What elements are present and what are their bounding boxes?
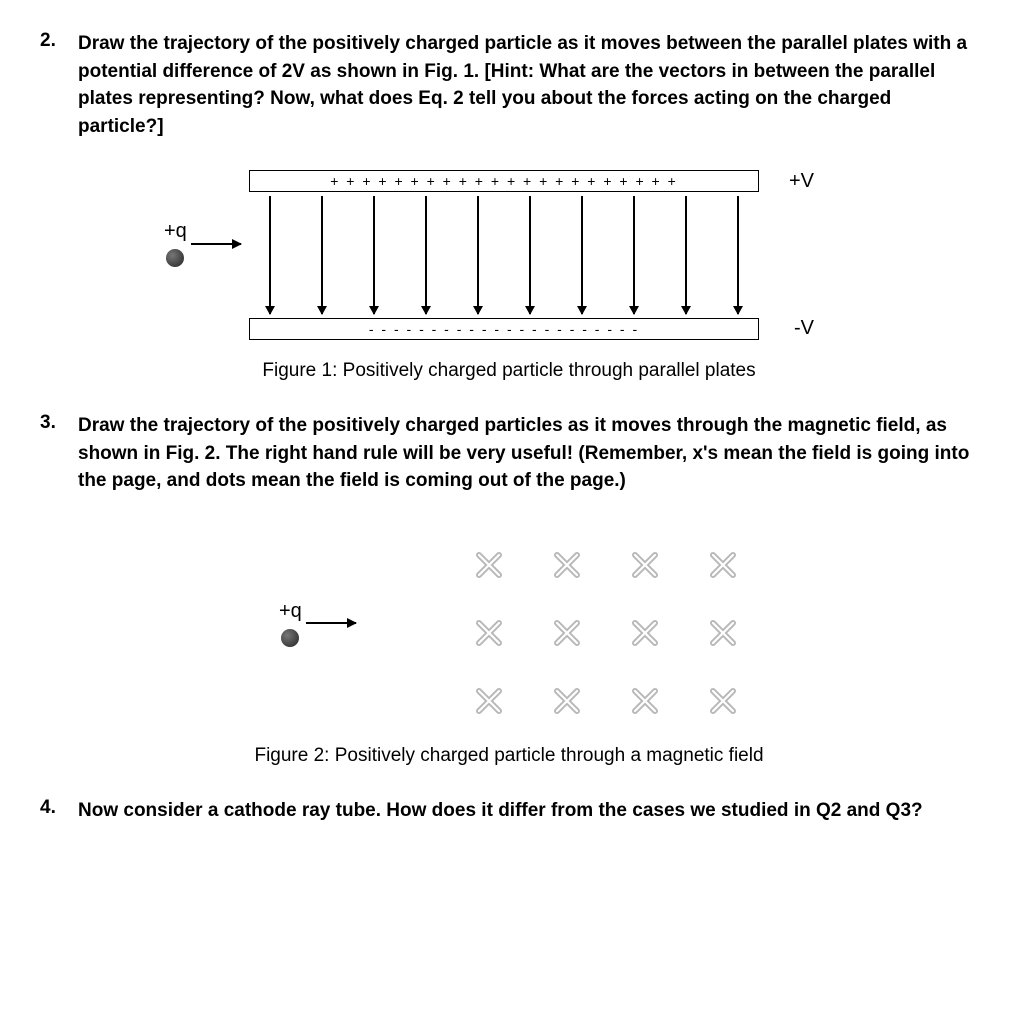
question-2: 2. Draw the trajectory of the positively… [40, 30, 978, 140]
top-voltage-label: +V [789, 170, 814, 193]
x-into-page-icon [630, 618, 660, 648]
question-3-text: Draw the trajectory of the positively ch… [78, 412, 978, 495]
x-into-page-icon [630, 550, 660, 580]
question-4-text: Now consider a cathode ray tube. How doe… [78, 797, 923, 825]
figure-2-diagram: +q [229, 525, 789, 725]
x-into-page-icon [474, 550, 504, 580]
x-into-page-icon [552, 618, 582, 648]
bottom-plate-charges: - - - - - - - - - - - - - - - - - - - - … [369, 321, 639, 337]
x-into-page-icon [630, 686, 660, 716]
field-arrow [269, 196, 271, 314]
field-arrow [529, 196, 531, 314]
particle-2-label: +q [279, 600, 302, 623]
field-arrow [321, 196, 323, 314]
figure-1-diagram: + + + + + + + + + + + + + + + + + + + + … [149, 170, 869, 340]
field-arrow [581, 196, 583, 314]
figure-1: + + + + + + + + + + + + + + + + + + + + … [40, 170, 978, 382]
field-arrow [477, 196, 479, 314]
particle-1: +q [164, 220, 241, 267]
particle-1-dot [166, 249, 184, 267]
top-plate-charges: + + + + + + + + + + + + + + + + + + + + … [330, 173, 678, 189]
x-into-page-icon [552, 686, 582, 716]
x-into-page-icon [708, 550, 738, 580]
x-into-page-icon [708, 686, 738, 716]
question-4: 4. Now consider a cathode ray tube. How … [40, 797, 978, 825]
particle-2-velocity-arrow [306, 622, 356, 624]
particle-1-label: +q [164, 220, 187, 243]
field-arrow [425, 196, 427, 314]
x-into-page-icon [474, 686, 504, 716]
figure-2: +q Figure 2: Positively charged particle… [40, 525, 978, 767]
x-into-page-icon [474, 618, 504, 648]
field-arrow [373, 196, 375, 314]
bottom-voltage-label: -V [794, 317, 814, 340]
question-4-number: 4. [40, 797, 78, 825]
question-3-number: 3. [40, 412, 78, 495]
x-into-page-icon [708, 618, 738, 648]
field-arrow [633, 196, 635, 314]
question-2-text: Draw the trajectory of the positively ch… [78, 30, 978, 140]
particle-2-dot [281, 629, 299, 647]
particle-2: +q [279, 600, 356, 647]
x-into-page-icon [552, 550, 582, 580]
particle-1-velocity-arrow [191, 243, 241, 245]
question-2-number: 2. [40, 30, 78, 140]
magnetic-field-grid [459, 535, 753, 731]
bottom-plate: - - - - - - - - - - - - - - - - - - - - … [249, 318, 759, 340]
field-arrow [685, 196, 687, 314]
figure-2-caption: Figure 2: Positively charged particle th… [254, 745, 763, 767]
figure-1-caption: Figure 1: Positively charged particle th… [262, 360, 755, 382]
top-plate: + + + + + + + + + + + + + + + + + + + + … [249, 170, 759, 192]
question-3: 3. Draw the trajectory of the positively… [40, 412, 978, 495]
field-arrows [269, 196, 739, 314]
field-arrow [737, 196, 739, 314]
